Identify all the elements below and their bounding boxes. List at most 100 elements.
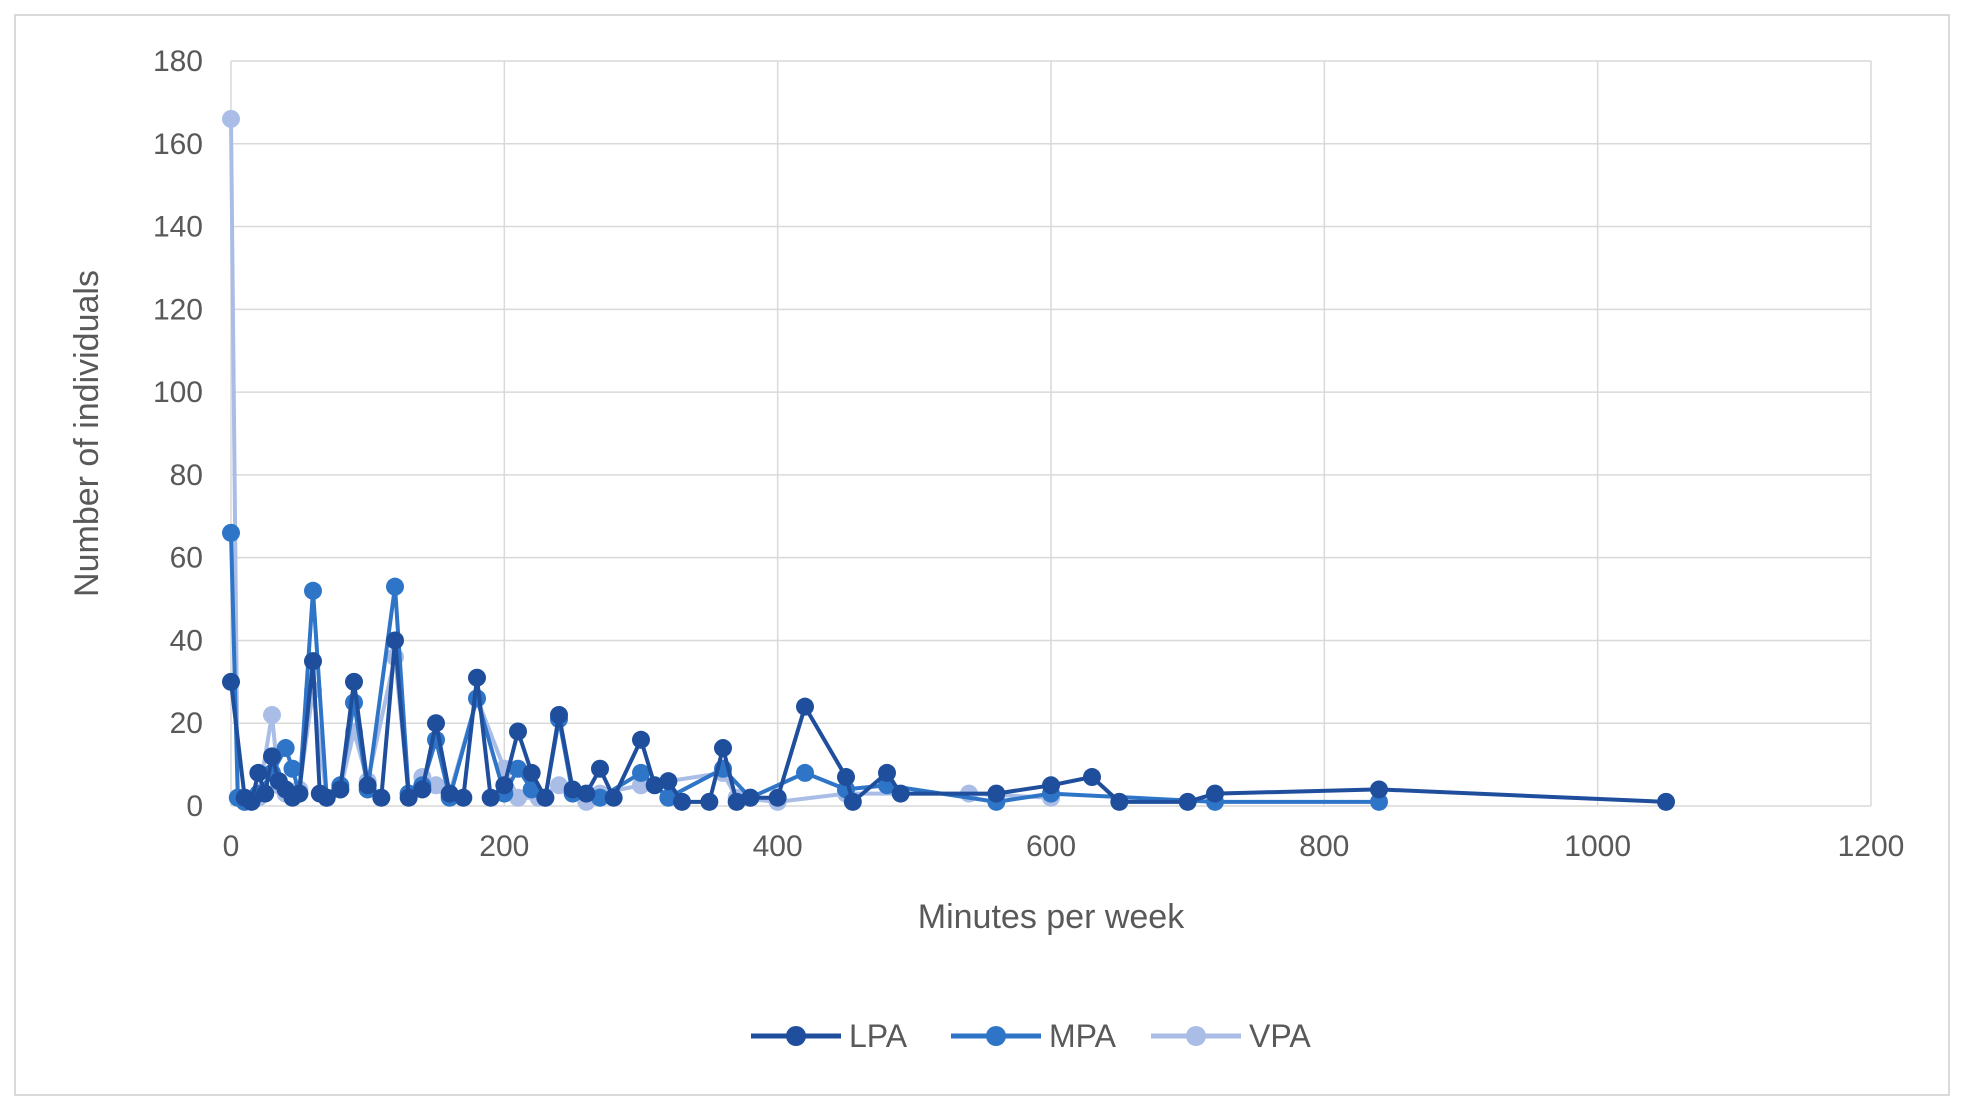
data-point-lpa xyxy=(700,792,719,811)
y-axis-title: Number of individuals xyxy=(68,270,106,597)
data-point-lpa xyxy=(796,697,814,716)
y-tick-label: 180 xyxy=(153,45,203,78)
data-point-lpa xyxy=(645,776,664,795)
series-layer xyxy=(222,109,1675,811)
y-tick-label: 120 xyxy=(153,293,203,326)
data-point-lpa xyxy=(714,739,732,758)
data-point-lpa xyxy=(358,776,377,795)
series-lpa xyxy=(222,631,1675,811)
data-point-mpa xyxy=(509,759,527,778)
data-point-vpa xyxy=(222,109,240,128)
data-point-lpa xyxy=(591,759,609,778)
data-point-lpa xyxy=(843,792,862,811)
y-tick-label: 40 xyxy=(170,624,203,657)
data-point-lpa xyxy=(481,788,500,807)
data-point-vpa xyxy=(427,776,445,795)
data-point-lpa xyxy=(878,763,896,782)
data-point-lpa xyxy=(987,784,1006,803)
legend-swatch-marker xyxy=(986,1026,1006,1046)
data-point-vpa xyxy=(263,705,281,724)
data-point-lpa xyxy=(468,668,486,687)
data-point-lpa xyxy=(536,788,555,807)
x-tick-label: 800 xyxy=(1299,830,1349,863)
legend-label: LPA xyxy=(849,1018,908,1054)
y-tick-label: 20 xyxy=(170,707,203,740)
data-point-lpa xyxy=(1083,768,1101,787)
data-point-lpa xyxy=(577,784,596,803)
line-chart: 0 20 40 60 80 100 120 140 160 180 0 200 400 600 800 10… xyxy=(68,45,1905,1054)
data-point-mpa xyxy=(276,739,295,758)
data-point-lpa xyxy=(1110,792,1129,811)
data-point-lpa xyxy=(256,784,275,803)
data-point-lpa xyxy=(1657,792,1675,811)
y-tick-label: 0 xyxy=(186,790,203,823)
x-tick-label: 1000 xyxy=(1564,830,1631,863)
data-point-lpa xyxy=(304,652,322,671)
data-point-mpa xyxy=(222,523,240,542)
data-point-lpa xyxy=(659,772,678,791)
x-tick-label: 1200 xyxy=(1838,830,1905,863)
data-point-lpa xyxy=(242,792,261,811)
x-axis-title: Minutes per week xyxy=(918,898,1185,936)
data-point-lpa xyxy=(604,788,623,807)
y-axis-tick-labels: 0 20 40 60 80 100 120 140 160 180 xyxy=(153,45,203,823)
data-point-lpa xyxy=(372,788,391,807)
data-point-lpa xyxy=(440,784,459,803)
y-tick-label: 100 xyxy=(153,376,203,409)
y-tick-label: 80 xyxy=(170,459,203,492)
data-point-lpa xyxy=(563,780,582,799)
data-point-vpa xyxy=(632,776,650,795)
y-tick-label: 140 xyxy=(153,211,203,244)
data-point-lpa xyxy=(317,788,336,807)
data-point-lpa xyxy=(399,788,418,807)
data-point-lpa xyxy=(891,784,910,803)
legend-item-mpa: MPA xyxy=(951,1018,1117,1054)
data-point-lpa xyxy=(263,747,281,766)
data-point-mpa xyxy=(386,577,404,596)
data-point-mpa xyxy=(283,759,302,778)
data-point-mpa xyxy=(796,763,814,782)
data-point-mpa xyxy=(1370,792,1388,811)
data-point-lpa xyxy=(290,784,309,803)
data-point-lpa xyxy=(509,722,527,741)
legend: LPA MPA VPA xyxy=(751,1018,1311,1054)
data-point-lpa xyxy=(249,763,268,782)
y-tick-label: 160 xyxy=(153,128,203,161)
data-point-lpa xyxy=(222,672,240,691)
data-point-lpa xyxy=(768,788,787,807)
data-point-mpa xyxy=(304,581,322,600)
legend-swatch-marker xyxy=(786,1026,806,1046)
data-point-lpa xyxy=(550,705,568,724)
legend-swatch-marker xyxy=(1186,1026,1206,1046)
data-point-lpa xyxy=(1042,776,1060,795)
data-point-lpa xyxy=(331,780,350,799)
data-point-lpa xyxy=(413,780,432,799)
data-point-lpa xyxy=(741,788,760,807)
series-line-lpa xyxy=(229,638,1667,804)
data-point-lpa xyxy=(522,763,541,782)
legend-label: VPA xyxy=(1249,1018,1311,1054)
data-point-lpa xyxy=(345,672,363,691)
y-tick-label: 60 xyxy=(170,542,203,575)
data-point-lpa xyxy=(1206,784,1224,803)
x-tick-label: 200 xyxy=(479,830,529,863)
data-point-lpa xyxy=(1370,780,1388,799)
data-point-mpa xyxy=(591,788,609,807)
series-line-mpa xyxy=(229,532,1379,804)
data-point-vpa xyxy=(509,788,527,807)
data-point-lpa xyxy=(632,730,650,749)
data-point-lpa xyxy=(727,792,746,811)
legend-item-lpa: LPA xyxy=(751,1018,908,1054)
data-point-lpa xyxy=(495,776,514,795)
data-point-lpa xyxy=(386,631,404,650)
data-point-vpa xyxy=(550,776,568,795)
x-tick-label: 600 xyxy=(1026,830,1076,863)
data-point-mpa xyxy=(632,763,650,782)
data-point-mpa xyxy=(659,788,678,807)
data-point-lpa xyxy=(454,788,473,807)
x-axis-tick-labels: 0 200 400 600 800 1000 1200 xyxy=(223,830,1905,863)
legend-item-vpa: VPA xyxy=(1151,1018,1311,1054)
data-point-lpa xyxy=(673,792,691,811)
x-tick-label: 0 xyxy=(223,830,240,863)
data-point-lpa xyxy=(837,768,855,787)
